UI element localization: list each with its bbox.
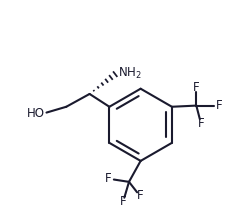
Text: NH$_2$: NH$_2$ [118, 65, 141, 81]
Text: HO: HO [27, 107, 45, 120]
Text: F: F [105, 172, 112, 185]
Text: F: F [193, 81, 200, 94]
Text: F: F [137, 189, 144, 202]
Text: F: F [120, 195, 126, 208]
Text: F: F [198, 117, 204, 130]
Text: F: F [216, 99, 222, 112]
